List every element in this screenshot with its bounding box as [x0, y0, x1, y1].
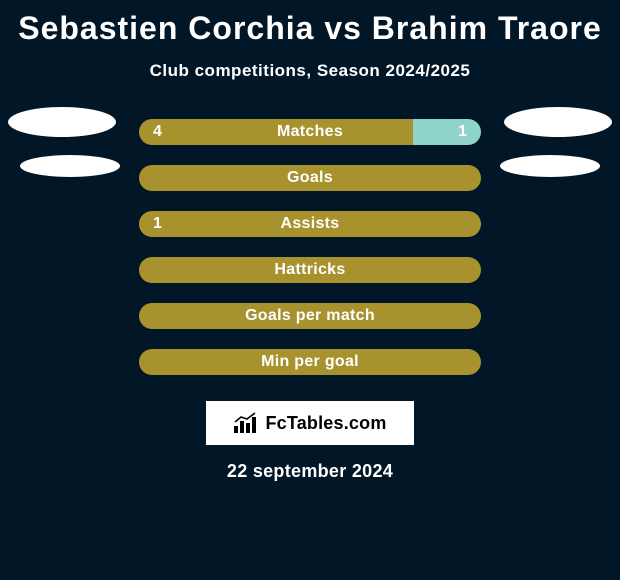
player-left-marker	[8, 107, 116, 137]
stat-label: Assists	[139, 211, 481, 237]
stat-bar: Matches4 1	[138, 118, 482, 146]
logo-text: FcTables.com	[265, 413, 386, 434]
stat-value-left: 4	[139, 119, 176, 145]
stat-row: Goals per match	[0, 293, 620, 339]
page-subtitle: Club competitions, Season 2024/2025	[0, 61, 620, 81]
date-text: 22 september 2024	[0, 461, 620, 482]
bar-chart-icon	[233, 412, 259, 434]
stat-bar: Assists1	[138, 210, 482, 238]
comparison-infographic: Sebastien Corchia vs Brahim Traore Club …	[0, 0, 620, 580]
stat-label: Min per goal	[139, 349, 481, 375]
stat-row: Min per goal	[0, 339, 620, 385]
player-right-marker	[504, 107, 612, 137]
stat-row: Hattricks	[0, 247, 620, 293]
stat-bar: Goals	[138, 164, 482, 192]
stat-value-left: 1	[139, 211, 176, 237]
stat-label: Matches	[139, 119, 481, 145]
stat-label: Goals	[139, 165, 481, 191]
player-right-marker	[500, 155, 600, 177]
stat-bar: Goals per match	[138, 302, 482, 330]
stat-bar: Min per goal	[138, 348, 482, 376]
stat-rows: Matches41GoalsAssists1HattricksGoals per…	[0, 109, 620, 385]
player-left-marker	[20, 155, 120, 177]
stat-label: Goals per match	[139, 303, 481, 329]
stat-bar: Hattricks	[138, 256, 482, 284]
page-title: Sebastien Corchia vs Brahim Traore	[0, 0, 620, 47]
stat-value-right: 1	[444, 119, 481, 145]
stat-row: Goals	[0, 155, 620, 201]
logo-box: FcTables.com	[206, 401, 414, 445]
stat-label: Hattricks	[139, 257, 481, 283]
stat-row: Assists1	[0, 201, 620, 247]
stat-row: Matches4 1	[0, 109, 620, 155]
